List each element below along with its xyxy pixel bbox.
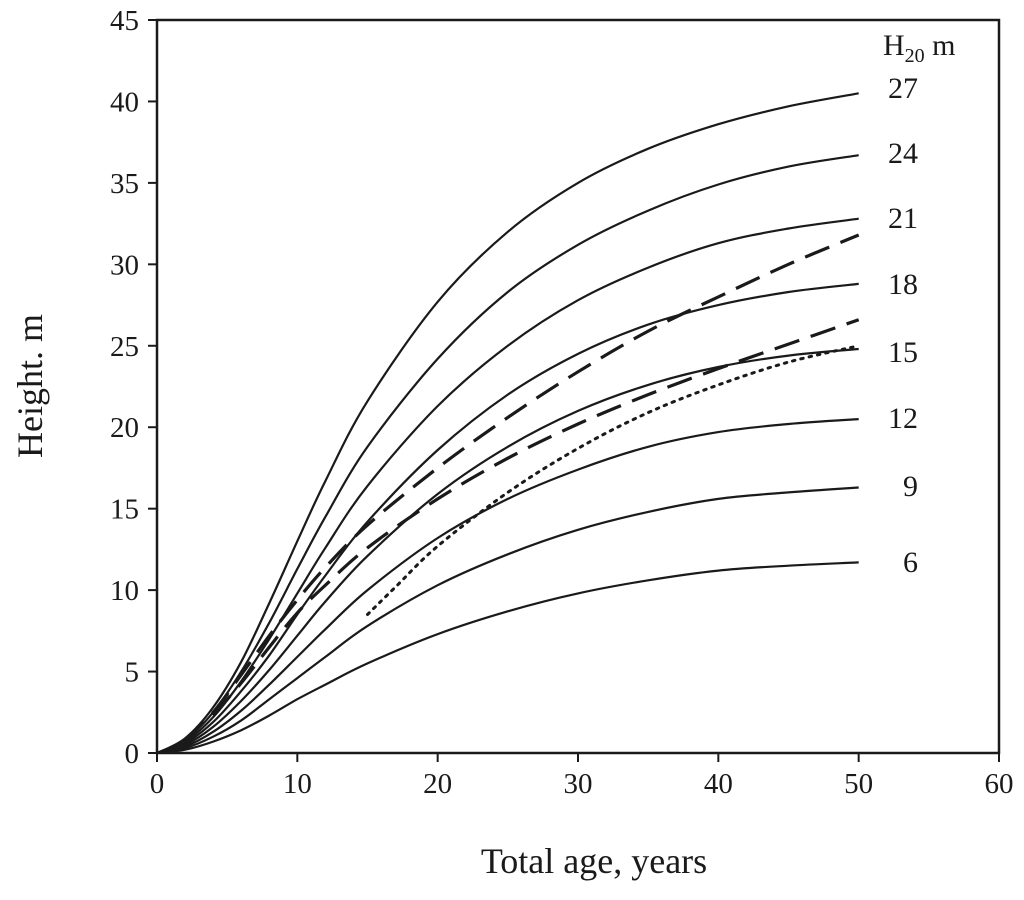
y-axis: 0 5 10 15 20 25 30 35 40 45 — [110, 5, 157, 770]
x-axis: 0 10 20 30 40 50 60 — [150, 753, 1014, 800]
series-line-h20-18 — [156, 282, 859, 755]
y-tick-label: 10 — [110, 575, 139, 607]
series-line-dashed-8 — [183, 233, 860, 742]
y-tick-label: 5 — [125, 657, 140, 689]
x-tick-label: 50 — [844, 768, 873, 800]
series-line-h20-12 — [156, 418, 859, 755]
curve-label-15: 15 — [888, 336, 918, 369]
x-tick-label: 60 — [985, 768, 1014, 800]
y-tick-label: 30 — [110, 249, 139, 281]
curve-labels: 27 24 21 18 15 12 9 6 — [888, 72, 918, 579]
series-line-h20-15 — [156, 347, 859, 755]
y-axis-title: Height. m — [10, 314, 50, 458]
legend-title: H20 m — [883, 29, 956, 67]
series-line-h20-6 — [156, 561, 859, 755]
curve-label-18: 18 — [888, 268, 918, 301]
x-tick-label: 20 — [423, 768, 452, 800]
x-tick-label: 40 — [704, 768, 733, 800]
y-tick-label: 20 — [110, 412, 139, 444]
series-line-h20-24 — [156, 154, 859, 755]
x-tick-label: 10 — [283, 768, 312, 800]
series-line-h20-27 — [156, 92, 859, 754]
curve-label-27: 27 — [888, 72, 918, 105]
series-line-dotted — [366, 344, 861, 616]
legend-title-unit: m — [925, 29, 956, 62]
curve-label-12: 12 — [888, 402, 918, 435]
y-tick-label: 0 — [125, 738, 140, 770]
y-tick-label: 15 — [110, 494, 139, 526]
y-tick-label: 40 — [110, 86, 139, 118]
y-tick-label: 35 — [110, 168, 139, 200]
legend-title-main: H — [883, 29, 905, 62]
legend-title-sub: 20 — [905, 45, 925, 67]
series-line-h20-9 — [156, 486, 859, 755]
curve-label-24: 24 — [888, 137, 918, 170]
curve-label-9: 9 — [903, 470, 918, 503]
series-line-dashed-9 — [211, 318, 860, 717]
plot-frame — [155, 18, 1001, 755]
curve-label-21: 21 — [888, 202, 918, 235]
x-tick-label: 30 — [564, 768, 593, 800]
series-layer — [156, 92, 861, 755]
x-axis-title: Total age, years — [481, 841, 707, 881]
y-tick-label: 25 — [110, 331, 139, 363]
x-tick-label: 0 — [150, 768, 165, 800]
curve-label-6: 6 — [903, 546, 918, 579]
y-tick-label: 45 — [110, 5, 139, 37]
